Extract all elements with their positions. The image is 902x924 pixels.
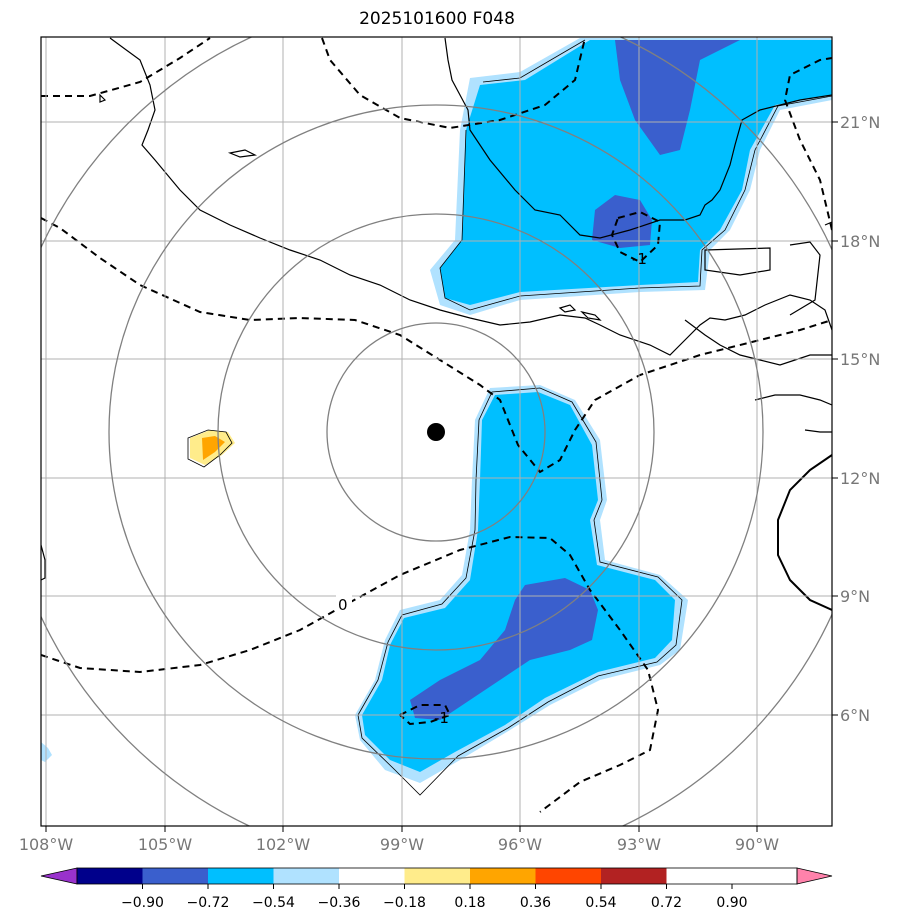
colorbar-tick-label: 0.36 [520,895,551,911]
map-area: 0 -1 -1 [41,37,832,826]
lon-tick-label: 99°W [380,835,424,854]
lat-axis: 21°N 18°N 15°N 12°N 9°N 6°N [832,113,880,725]
colorbar-tick-label: 0.54 [585,895,616,911]
lon-tick-label: 93°W [617,835,661,854]
lon-tick-label: 108°W [19,835,74,854]
colorbar-tick-label: 0.72 [651,895,682,911]
lat-tick-label: 15°N [840,350,880,369]
colorbar-tick-label: 0.18 [454,895,485,911]
colorbar-segment [142,868,208,884]
colorbar-tick-label: −0.90 [121,895,164,911]
colorbar-segment [601,868,667,884]
lat-tick-label: 6°N [840,706,870,725]
storm-center-marker [427,423,445,441]
dashed-contours [41,37,832,813]
lon-tick-label: 96°W [498,835,542,854]
lat-tick-label: 12°N [840,469,880,488]
map-frame [40,36,833,827]
colorbar-segment [470,868,536,884]
colorbar-segment [535,868,601,884]
colorbar: −0.90 −0.72 −0.54 −0.36 −0.18 0.18 0.36 … [40,867,833,911]
colorbar-segment [404,868,470,884]
lon-tick-label: 102°W [256,835,311,854]
lat-tick-label: 21°N [840,113,880,132]
contour-label-zero: 0 [338,596,348,614]
map-title: 2025101600 F048 [359,9,515,29]
lon-tick-label: 90°W [735,835,779,854]
lon-axis: 108°W 105°W 102°W 99°W 96°W 93°W 90°W [19,826,779,854]
colorbar-tick-label: −0.72 [187,895,230,911]
colorbar-segment [77,868,143,884]
colorbar-segment [339,868,405,884]
lat-tick-label: 9°N [840,587,870,606]
lat-tick-label: 18°N [840,232,880,251]
colorbar-extend-low [40,867,78,885]
lon-tick-label: 105°W [138,835,193,854]
colorbar-tick-label: −0.54 [252,895,295,911]
colorbar-tick-label: −0.18 [383,895,426,911]
colorbar-segment [208,868,274,884]
field-outlines [187,39,832,796]
contour-label-minus-one-north: -1 [632,250,647,268]
coastlines [41,37,832,611]
colorbar-segment [273,868,339,884]
colorbar-extend-high [796,867,833,885]
colorbar-tick-label: 0.90 [716,895,747,911]
contour-label-minus-one-south: -1 [434,709,449,727]
range-rings [41,37,832,826]
colorbar-tick-label: −0.36 [318,895,361,911]
gridlines [41,37,832,826]
